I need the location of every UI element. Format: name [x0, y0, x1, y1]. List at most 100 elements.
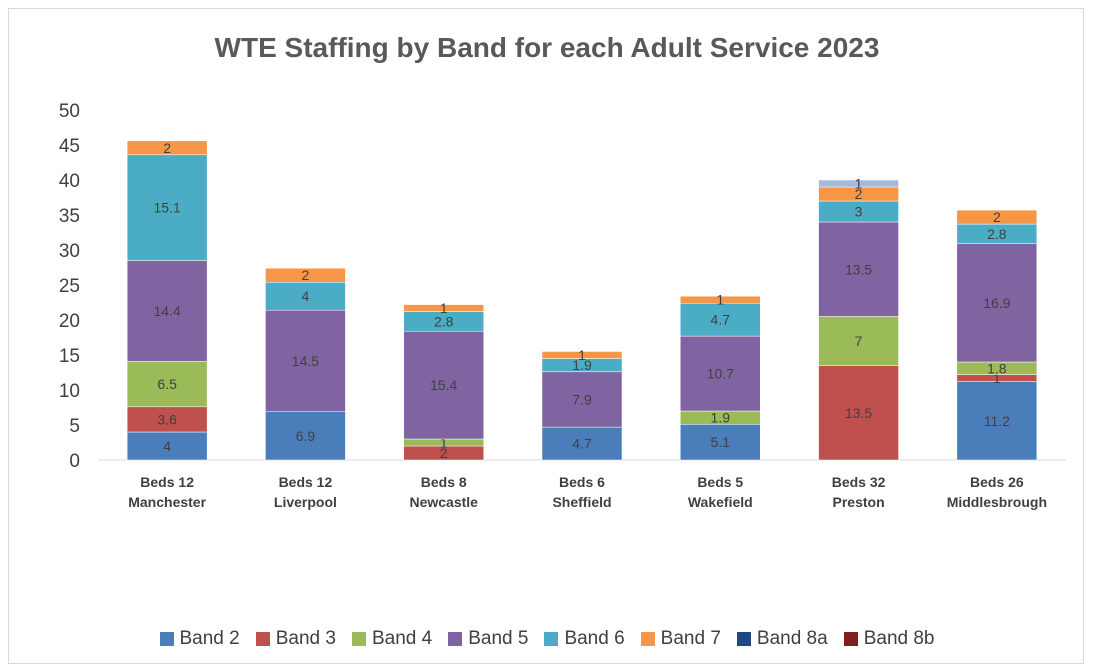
data-label: 14.4	[154, 303, 181, 319]
bar-segment	[818, 221, 899, 317]
data-label: 3.6	[157, 411, 177, 427]
legend-label: Band 4	[371, 628, 433, 649]
legend-swatch	[159, 632, 174, 646]
legend-label: Band 8b	[863, 628, 935, 649]
bar-segment	[818, 316, 899, 366]
data-label: 2	[993, 209, 1001, 225]
bar-segment	[956, 381, 1038, 461]
legend-item: Band 2	[159, 628, 240, 650]
data-label: 11.2	[984, 413, 1010, 429]
x-tick-label: Sheffield	[552, 494, 611, 510]
bar-segment	[126, 406, 208, 433]
data-label: 13.5	[845, 405, 872, 421]
y-tick-label: 25	[59, 276, 80, 297]
x-tick-label: Beds 12	[279, 474, 333, 490]
data-label: 2.8	[987, 226, 1007, 242]
data-label: 4	[302, 288, 310, 304]
legend-item: Band 6	[544, 628, 625, 650]
data-label: 1	[440, 300, 448, 316]
data-label: 1.9	[711, 410, 731, 426]
data-label: 15.1	[154, 200, 181, 216]
bar-segment	[265, 281, 346, 311]
data-label: 6.5	[157, 376, 177, 392]
bar-segment	[265, 267, 346, 283]
legend-item: Band 5	[448, 628, 528, 650]
bar-segment	[680, 302, 761, 337]
legend-label: Band 6	[564, 628, 625, 649]
chart-title: WTE Staffing by Band for each Adult Serv…	[214, 32, 880, 63]
legend-swatch	[544, 632, 559, 646]
legend-item: Band 4	[351, 628, 433, 650]
x-tick-label: Beds 32	[832, 474, 886, 490]
y-tick-label: 40	[59, 171, 80, 192]
y-tick-label: 15	[59, 346, 80, 367]
bar-segment	[680, 424, 761, 461]
x-tick-label: Beds 5	[697, 474, 743, 490]
bar-segment	[956, 209, 1038, 225]
legend-swatch	[843, 632, 858, 646]
data-label: 10.7	[707, 366, 734, 382]
x-tick-label: Manchester	[128, 494, 206, 510]
legend-swatch	[255, 632, 270, 646]
data-label: 3	[855, 204, 863, 220]
y-tick-label: 5	[69, 416, 80, 437]
x-tick-label: Liverpool	[274, 494, 337, 510]
data-label: 1	[855, 176, 863, 192]
data-label: 1.8	[987, 360, 1007, 376]
legend-label: Band 8a	[756, 628, 828, 649]
y-tick-label: 30	[59, 241, 80, 262]
y-tick-label: 10	[59, 381, 80, 402]
x-tick-label: Newcastle	[409, 494, 478, 510]
data-label: 6.9	[296, 428, 316, 444]
bar-segment	[126, 140, 208, 156]
legend-label: Band 3	[275, 628, 336, 649]
x-tick-label: Beds 26	[970, 474, 1024, 490]
legend-item: Band 3	[255, 628, 336, 650]
legend-label: Band 7	[660, 628, 721, 649]
x-tick-label: Wakefield	[688, 494, 753, 510]
bar-segment	[541, 371, 623, 428]
data-label: 14.5	[292, 353, 319, 369]
data-label: 1	[716, 292, 724, 308]
data-label: 1	[578, 347, 586, 363]
bar-segment	[818, 179, 899, 188]
bar-segment	[126, 361, 208, 408]
bar-segment	[403, 330, 484, 440]
y-tick-label: 0	[69, 451, 80, 472]
data-label: 1	[440, 435, 448, 451]
data-label: 2	[440, 445, 448, 461]
bar-segment	[265, 309, 346, 412]
legend-item: Band 8b	[843, 628, 935, 650]
data-label: 4.7	[572, 436, 592, 452]
data-label: 4.7	[711, 312, 731, 328]
data-label: 2	[302, 267, 310, 283]
legend-swatch	[351, 632, 366, 646]
x-tick-label: Beds 8	[421, 474, 467, 490]
data-label: 5.1	[711, 434, 731, 450]
chart-legend: Band 2 Band 3 Band 4 Band 5 Band 6 Band 7 Band…	[0, 628, 1094, 650]
data-label: 4	[163, 438, 171, 454]
data-label: 7	[855, 333, 863, 349]
data-label: 15.4	[430, 377, 457, 393]
data-label: 2.8	[434, 313, 454, 329]
bar-segment	[126, 431, 208, 461]
data-label: 7.9	[572, 391, 592, 407]
bar-segment	[265, 411, 346, 461]
legend-item: Band 7	[640, 628, 721, 650]
bar-segment	[680, 335, 761, 412]
bar-segment	[403, 304, 484, 312]
bar-segment	[541, 351, 623, 359]
data-label: 1.9	[572, 357, 592, 373]
data-label: 2	[855, 186, 863, 202]
y-tick-label: 50	[59, 101, 80, 122]
bar-segment	[541, 426, 623, 461]
y-tick-label: 20	[59, 311, 80, 332]
legend-swatch	[448, 632, 463, 646]
bar-segment	[126, 260, 208, 362]
x-tick-label: Preston	[833, 494, 885, 510]
legend-label: Band 5	[468, 628, 529, 649]
y-tick-label: 35	[59, 206, 80, 227]
data-label: 1	[993, 370, 1001, 386]
y-tick-label: 45	[59, 136, 80, 157]
